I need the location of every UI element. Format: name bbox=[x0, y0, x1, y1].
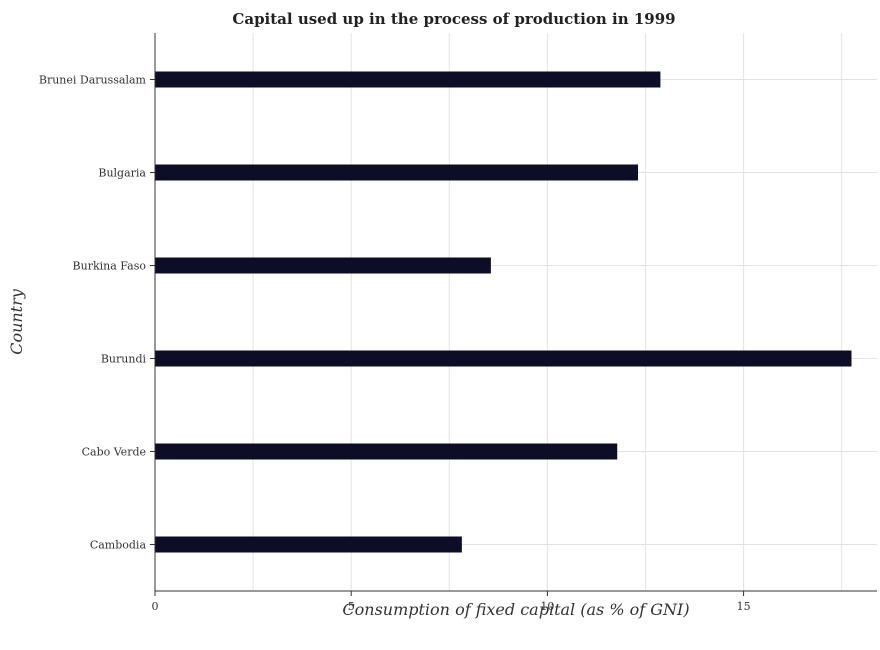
x-tick-label: 15 bbox=[737, 600, 751, 613]
y-tick-label: Burkina Faso bbox=[73, 260, 147, 273]
x-tick-label: 5 bbox=[348, 600, 355, 613]
y-tick-label: Cabo Verde bbox=[82, 446, 146, 459]
x-tick-label: 0 bbox=[152, 600, 159, 613]
chart-title: Capital used up in the process of produc… bbox=[232, 10, 675, 28]
axes: Brunei Darussalam Bulgaria Burkina Faso Bur… bbox=[39, 33, 877, 613]
y-tick-label: Bulgaria bbox=[98, 167, 146, 180]
bar bbox=[155, 71, 661, 88]
bar bbox=[155, 350, 852, 367]
bar bbox=[155, 164, 639, 181]
bar bbox=[155, 443, 618, 460]
grid bbox=[154, 33, 877, 591]
x-tick-label: 10 bbox=[540, 600, 554, 613]
x-axis-label: Consumption of fixed capital (as % of GN… bbox=[342, 600, 689, 619]
y-tick-label: Cambodia bbox=[90, 539, 147, 552]
bar bbox=[155, 257, 491, 274]
bars bbox=[155, 71, 852, 553]
y-tick-label: Brunei Darussalam bbox=[39, 74, 147, 87]
y-axis-label: Country bbox=[7, 288, 26, 355]
y-tick-label: Burundi bbox=[101, 353, 147, 366]
bar bbox=[155, 536, 462, 553]
